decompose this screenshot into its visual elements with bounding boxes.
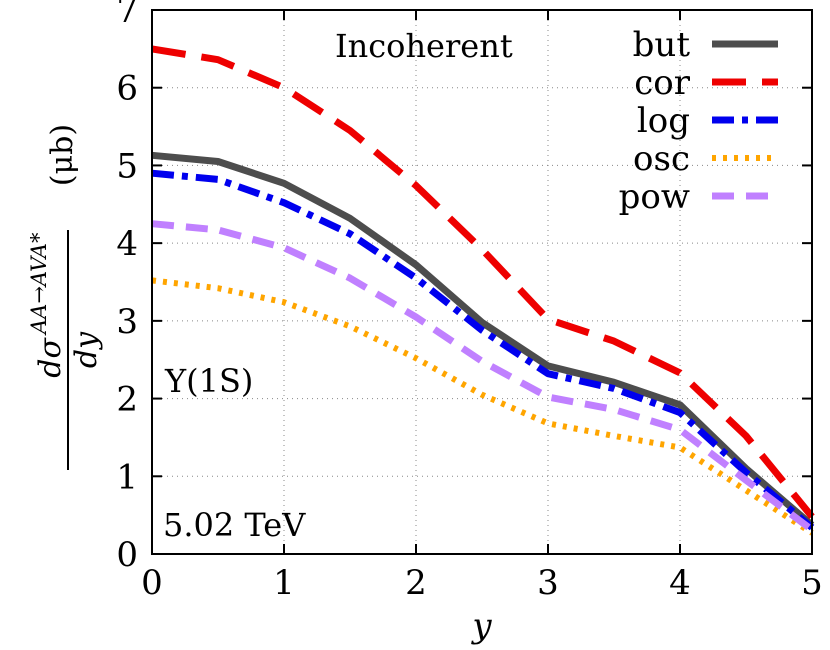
series-line-but xyxy=(151,151,815,528)
annotation-energy: 5.02 TeV xyxy=(163,506,306,544)
y-axis-label: dσ AA→AVA* dy (μb) xyxy=(27,124,104,470)
y-label-unit: (μb) xyxy=(45,124,80,186)
series-line-cor xyxy=(151,45,815,519)
legend-label-but: but xyxy=(633,25,691,65)
legend-label-log: log xyxy=(637,101,690,141)
x-tick-label: 4 xyxy=(669,563,691,603)
series-layer xyxy=(151,45,815,536)
legend-label-pow: pow xyxy=(619,177,690,217)
x-tick-label: 0 xyxy=(141,563,163,603)
y-label-numerator: dσ xyxy=(33,336,68,377)
legend-label-osc: osc xyxy=(633,139,690,179)
annotation-model: Incoherent xyxy=(335,27,513,65)
legend-label-cor: cor xyxy=(634,63,691,103)
annotation-state: Υ(1S) xyxy=(164,362,253,400)
y-tick-label: 0 xyxy=(116,535,138,575)
y-label-superscript: AA→AVA* xyxy=(27,232,51,336)
y-tick-label: 3 xyxy=(116,302,138,342)
y-tick-label: 2 xyxy=(116,380,138,420)
y-tick-label: 1 xyxy=(116,457,138,497)
y-tick-label: 7 xyxy=(116,0,138,31)
y-tick-label: 6 xyxy=(116,69,138,109)
grid xyxy=(151,9,813,555)
x-tick-label: 2 xyxy=(405,563,427,603)
y-tick-label: 4 xyxy=(116,224,138,264)
x-tick-label: 1 xyxy=(273,563,295,603)
series-line-log xyxy=(151,169,815,531)
axis-ticks: 0 1 2 3 4 5 0 1 2 3 4 5 6 7 xyxy=(116,0,822,603)
x-tick-label: 3 xyxy=(537,563,559,603)
series-line-pow xyxy=(151,220,815,533)
plot-frame xyxy=(151,9,813,555)
x-axis-label: y xyxy=(470,606,492,646)
y-label-denominator: dy xyxy=(69,331,104,368)
x-tick-label: 5 xyxy=(801,563,823,603)
y-tick-label: 5 xyxy=(116,146,138,186)
series-line-osc xyxy=(151,277,814,536)
